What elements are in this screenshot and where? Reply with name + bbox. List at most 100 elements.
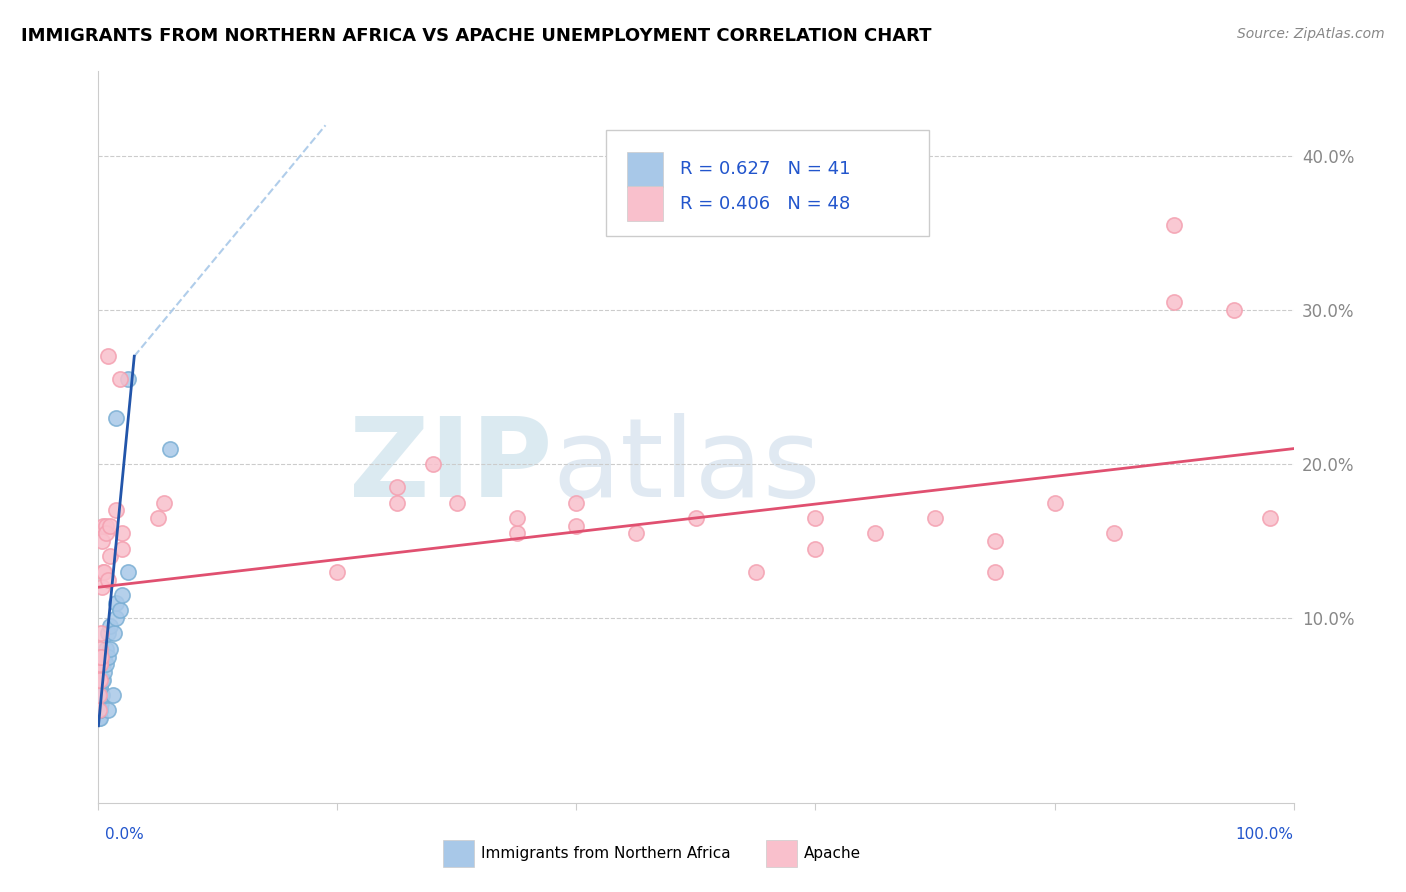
Point [89, 681, 111, 695]
Point [108, 372, 131, 386]
Point [98, 518, 122, 533]
Point [87, 703, 110, 717]
Point [90, 688, 112, 702]
Point [91, 688, 114, 702]
Text: Immigrants from Northern Africa: Immigrants from Northern Africa [481, 847, 731, 861]
Point [97, 626, 120, 640]
Point [1258, 511, 1281, 525]
Point [111, 526, 134, 541]
Point [87, 696, 110, 710]
Point [108, 603, 131, 617]
Point [89, 711, 111, 725]
Point [93, 649, 115, 664]
Point [91, 565, 114, 579]
Point [89, 681, 111, 695]
Point [90, 673, 112, 687]
Text: ZIP: ZIP [349, 413, 553, 520]
Text: atlas: atlas [553, 413, 821, 520]
Point [91, 673, 114, 687]
Point [984, 534, 1007, 549]
Point [984, 565, 1007, 579]
Point [626, 526, 648, 541]
Point [90, 649, 112, 664]
Point [89, 657, 111, 672]
Point [804, 541, 827, 556]
Point [153, 495, 176, 509]
Point [87, 688, 110, 702]
Point [87, 703, 110, 717]
Point [87, 657, 110, 672]
Point [98, 641, 122, 656]
Point [89, 673, 111, 687]
Point [93, 565, 115, 579]
Point [87, 673, 110, 687]
Point [1223, 303, 1246, 318]
Point [98, 549, 122, 564]
Point [89, 688, 111, 702]
Point [105, 611, 128, 625]
Text: R = 0.627   N = 41: R = 0.627 N = 41 [681, 161, 851, 178]
Point [117, 565, 139, 579]
Text: 0.0%: 0.0% [105, 827, 145, 841]
Point [159, 442, 181, 456]
Point [97, 349, 120, 363]
Point [111, 541, 134, 556]
Point [385, 480, 409, 494]
Point [565, 495, 588, 509]
Point [89, 649, 111, 664]
Point [105, 596, 128, 610]
Point [101, 688, 124, 702]
Point [565, 518, 588, 533]
Text: R = 0.406   N = 48: R = 0.406 N = 48 [681, 194, 851, 213]
Point [89, 641, 111, 656]
Point [111, 588, 134, 602]
Point [87, 681, 110, 695]
Point [98, 618, 122, 632]
Text: Apache: Apache [804, 847, 862, 861]
Point [105, 503, 128, 517]
Point [90, 626, 112, 640]
Point [87, 688, 110, 702]
Point [446, 495, 468, 509]
Point [89, 703, 111, 717]
Point [91, 534, 114, 549]
Point [89, 673, 111, 687]
Point [91, 657, 114, 672]
Point [89, 696, 111, 710]
Point [865, 526, 887, 541]
Point [385, 495, 409, 509]
Point [91, 673, 114, 687]
Point [89, 703, 111, 717]
Point [94, 518, 117, 533]
Text: Source: ZipAtlas.com: Source: ZipAtlas.com [1237, 27, 1385, 41]
Point [506, 511, 529, 525]
Point [91, 518, 114, 533]
Point [94, 641, 117, 656]
Point [148, 511, 170, 525]
Point [422, 457, 444, 471]
Point [91, 580, 114, 594]
Point [506, 526, 529, 541]
FancyBboxPatch shape [606, 130, 929, 235]
Text: 100.0%: 100.0% [1236, 827, 1294, 841]
Point [97, 649, 120, 664]
Point [1163, 295, 1185, 310]
Point [89, 657, 111, 672]
FancyBboxPatch shape [627, 186, 662, 221]
Point [1104, 526, 1126, 541]
Point [924, 511, 946, 525]
Point [94, 657, 117, 672]
Point [94, 526, 117, 541]
Point [685, 511, 707, 525]
Point [745, 565, 768, 579]
Point [117, 372, 139, 386]
Point [1163, 219, 1185, 233]
Point [97, 573, 120, 587]
Point [804, 511, 827, 525]
Point [105, 410, 128, 425]
Point [87, 711, 110, 725]
Point [326, 565, 349, 579]
Point [87, 665, 110, 679]
Text: IMMIGRANTS FROM NORTHERN AFRICA VS APACHE UNEMPLOYMENT CORRELATION CHART: IMMIGRANTS FROM NORTHERN AFRICA VS APACH… [21, 27, 932, 45]
Point [93, 665, 115, 679]
